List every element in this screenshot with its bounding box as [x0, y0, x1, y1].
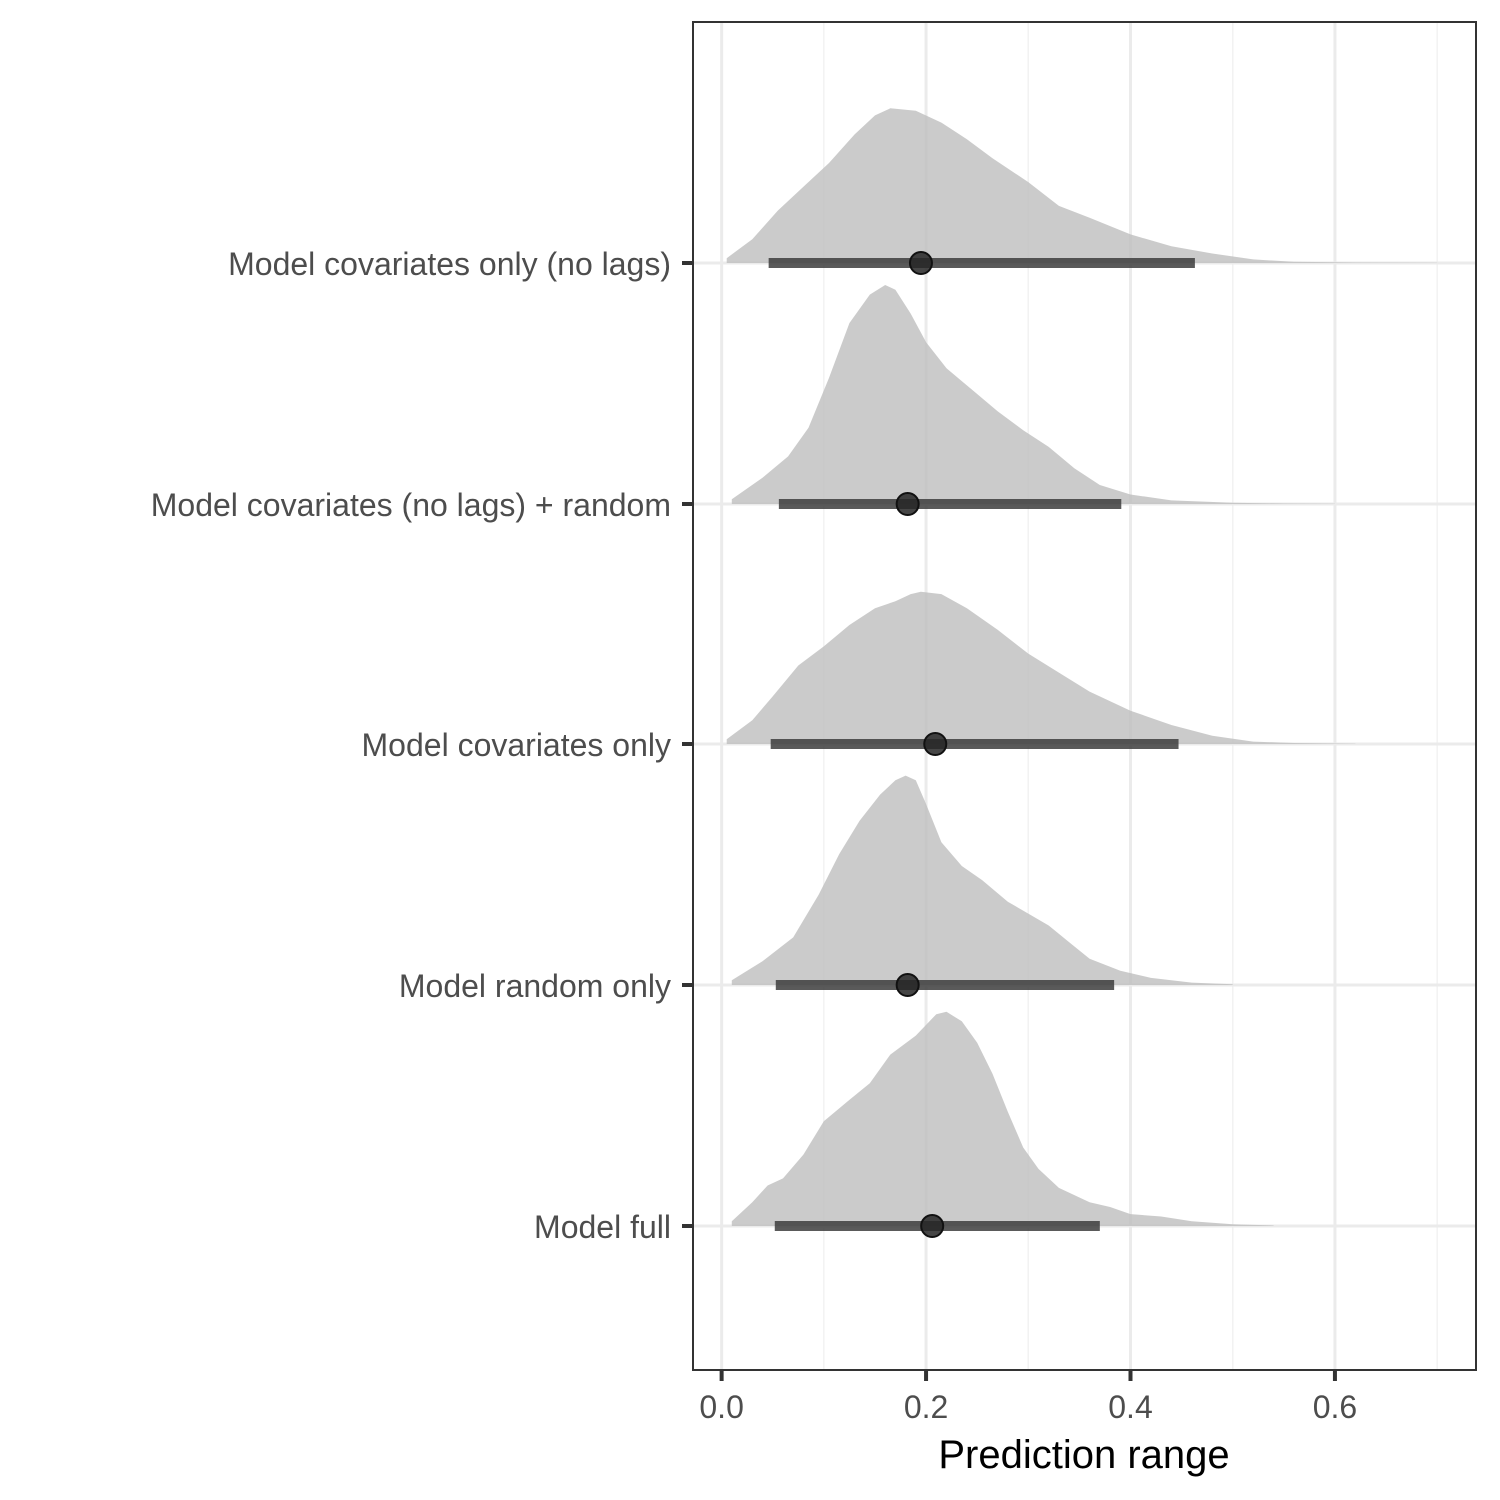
x-tick-label: 0.6	[1313, 1389, 1357, 1425]
y-axis: Model full Model random only Model covaria…	[151, 246, 693, 1245]
x-tick-label: 0.4	[1108, 1389, 1152, 1425]
x-tick-label: 0.0	[699, 1389, 743, 1425]
density-2	[726, 591, 1356, 744]
interval-layer	[768, 251, 1195, 1238]
density-0	[731, 1011, 1274, 1226]
point-3	[895, 492, 920, 516]
y-tick-label: Model covariates only (no lags)	[228, 246, 671, 282]
y-tick-label: Model covariates (no lags) + random	[151, 487, 671, 523]
point-4	[908, 251, 933, 275]
y-tick-label: Model covariates only	[362, 727, 671, 763]
point-0	[920, 1214, 945, 1238]
panel-border	[692, 21, 1477, 1371]
density-1	[731, 775, 1233, 985]
x-axis: 0.0 0.2 0.4 0.6	[699, 1370, 1357, 1425]
y-tick-label: Model full	[534, 1209, 671, 1245]
density-4	[726, 108, 1438, 263]
density-3	[731, 285, 1335, 504]
density-layer	[726, 108, 1438, 1226]
y-tick-label: Model random only	[399, 968, 671, 1004]
point-2	[923, 732, 948, 756]
x-axis-title: Prediction range	[938, 1433, 1229, 1477]
point-1	[895, 973, 920, 997]
x-tick-label: 0.2	[904, 1389, 948, 1425]
